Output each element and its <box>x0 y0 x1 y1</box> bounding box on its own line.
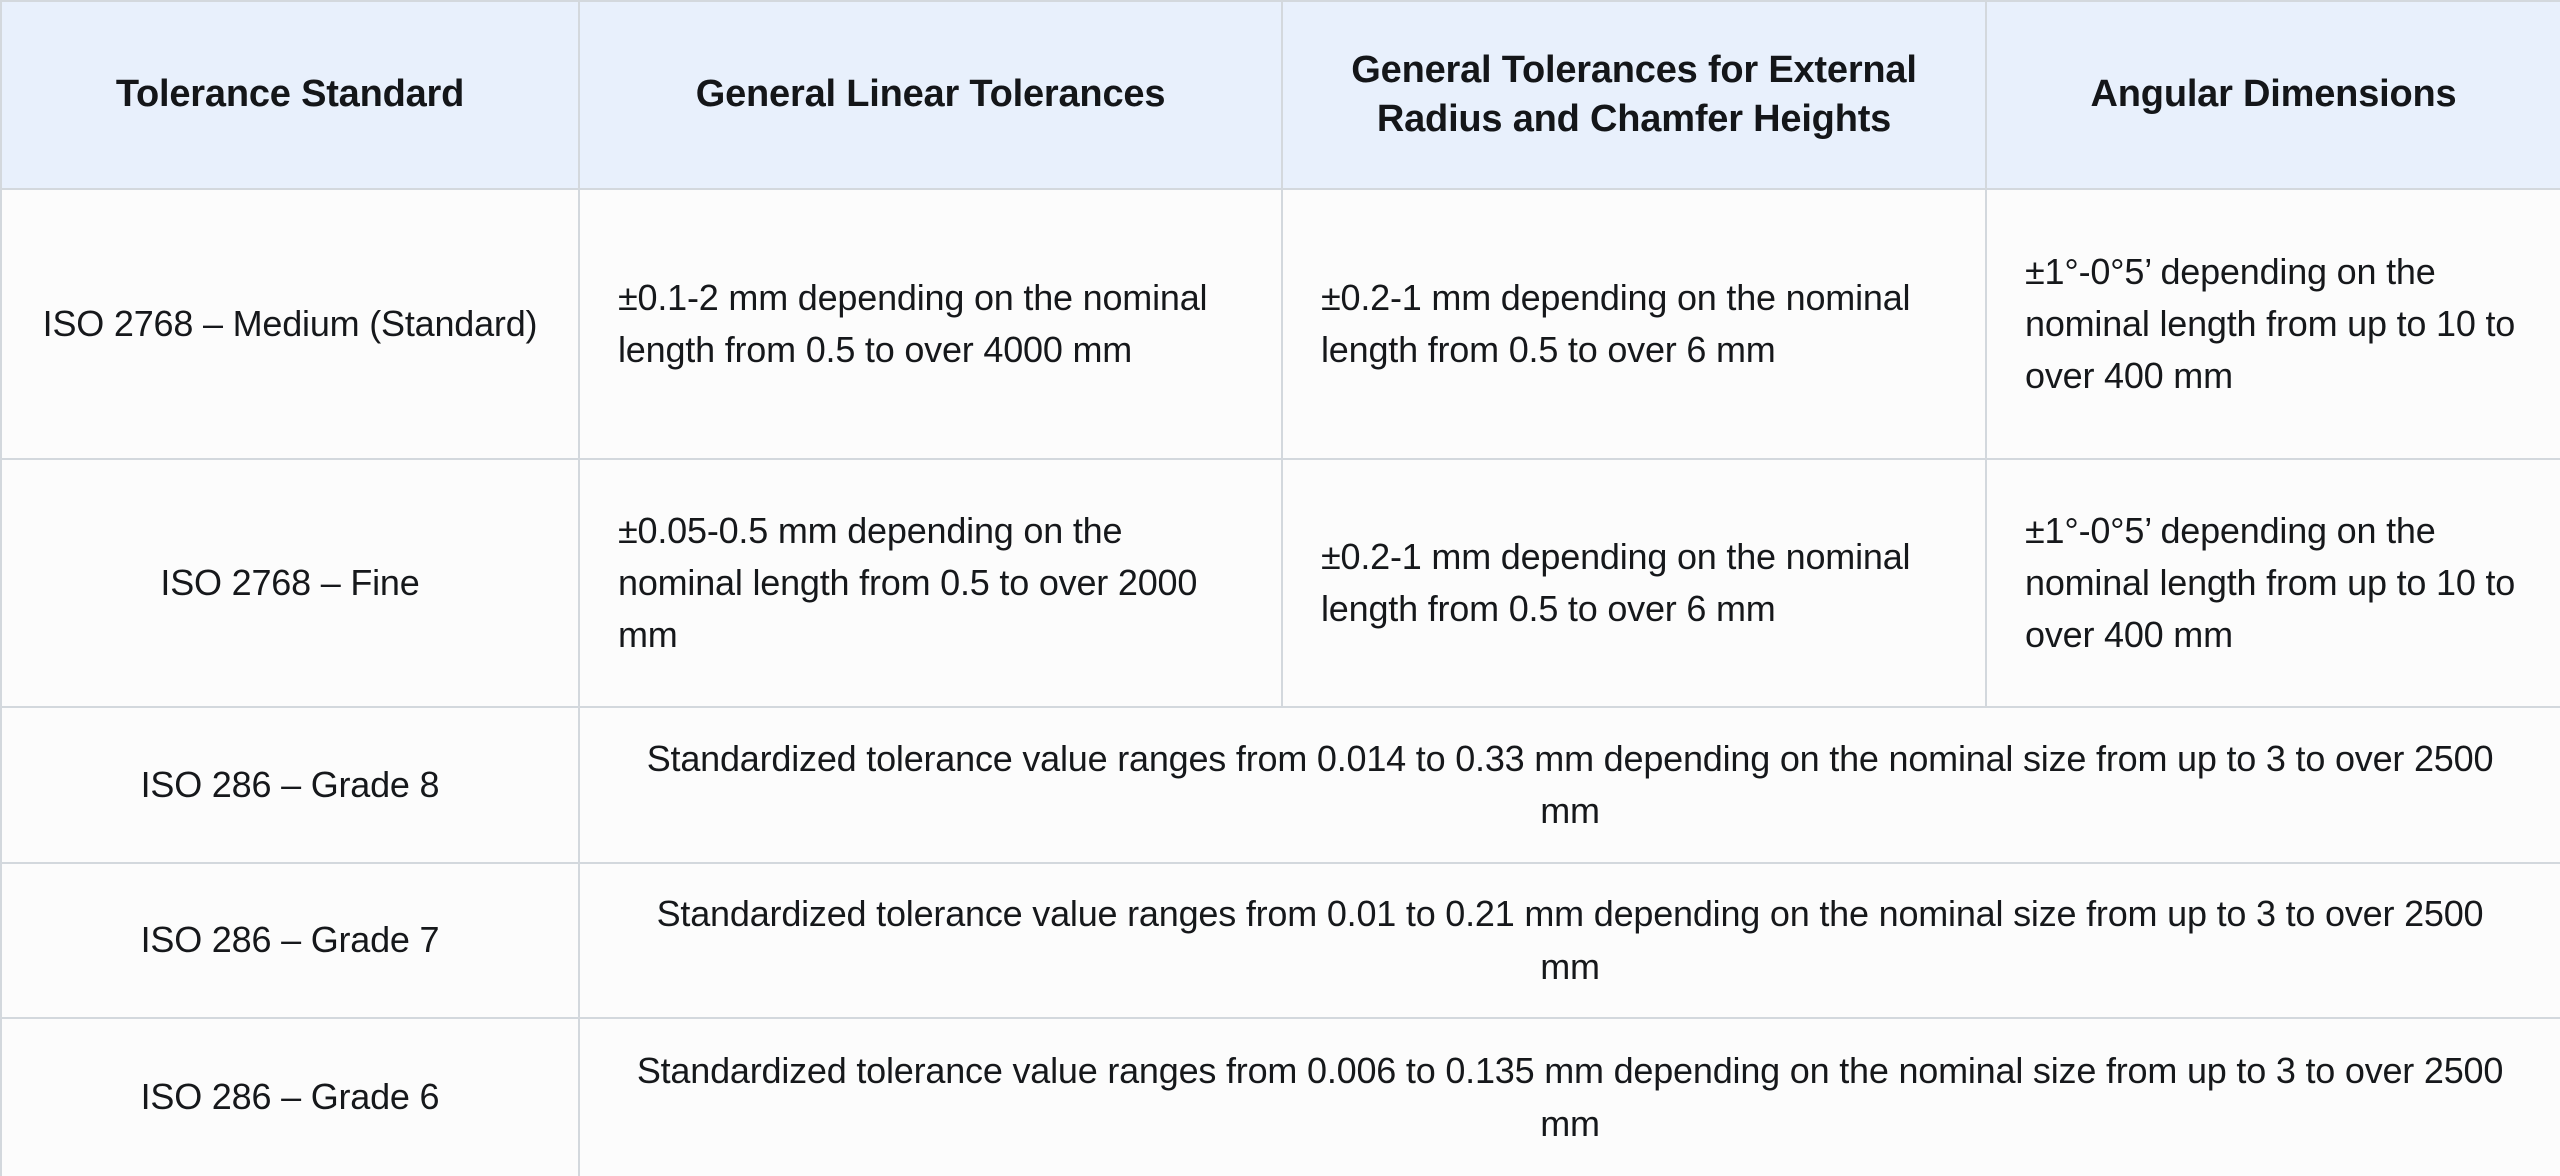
cell-angular-tolerance: ±1°-0°5’ depending on the nominal length… <box>1985 188 2560 460</box>
cell-linear-tolerance: ±0.1-2 mm depending on the nominal lengt… <box>578 188 1283 460</box>
table-row-iso-2768-fine: ISO 2768 – Fine ±0.05-0.5 mm depending o… <box>0 458 2560 708</box>
cell-radius-chamfer-tolerance: ±0.2-1 mm depending on the nominal lengt… <box>1281 188 1987 460</box>
column-header-angular-dimensions: Angular Dimensions <box>1985 0 2560 190</box>
cell-standardized-tolerance-grade-7: Standardized tolerance value ranges from… <box>578 862 2560 1019</box>
row-label-iso-2768-fine: ISO 2768 – Fine <box>0 458 580 708</box>
cell-linear-tolerance: ±0.05-0.5 mm depending on the nominal le… <box>578 458 1283 708</box>
header-row: Tolerance Standard General Linear Tolera… <box>0 0 2560 190</box>
row-label-iso-286-grade-8: ISO 286 – Grade 8 <box>0 706 580 864</box>
cell-standardized-tolerance-grade-8: Standardized tolerance value ranges from… <box>578 706 2560 864</box>
column-header-general-linear-tolerances: General Linear Tolerances <box>578 0 1283 190</box>
cell-standardized-tolerance-grade-6: Standardized tolerance value ranges from… <box>578 1017 2560 1176</box>
table-row-iso-2768-medium: ISO 2768 – Medium (Standard) ±0.1-2 mm d… <box>0 188 2560 460</box>
table-row-iso-286-grade-6: ISO 286 – Grade 6 Standardized tolerance… <box>0 1017 2560 1176</box>
cell-radius-chamfer-tolerance: ±0.2-1 mm depending on the nominal lengt… <box>1281 458 1987 708</box>
row-label-iso-286-grade-6: ISO 286 – Grade 6 <box>0 1017 580 1176</box>
table-row-iso-286-grade-8: ISO 286 – Grade 8 Standardized tolerance… <box>0 706 2560 864</box>
column-header-tolerance-standard: Tolerance Standard <box>0 0 580 190</box>
cell-angular-tolerance: ±1°-0°5’ depending on the nominal length… <box>1985 458 2560 708</box>
row-label-iso-286-grade-7: ISO 286 – Grade 7 <box>0 862 580 1019</box>
column-header-external-radius-chamfer: General Tolerances for External Radius a… <box>1281 0 1987 190</box>
row-label-iso-2768-medium: ISO 2768 – Medium (Standard) <box>0 188 580 460</box>
table-row-iso-286-grade-7: ISO 286 – Grade 7 Standardized tolerance… <box>0 862 2560 1019</box>
